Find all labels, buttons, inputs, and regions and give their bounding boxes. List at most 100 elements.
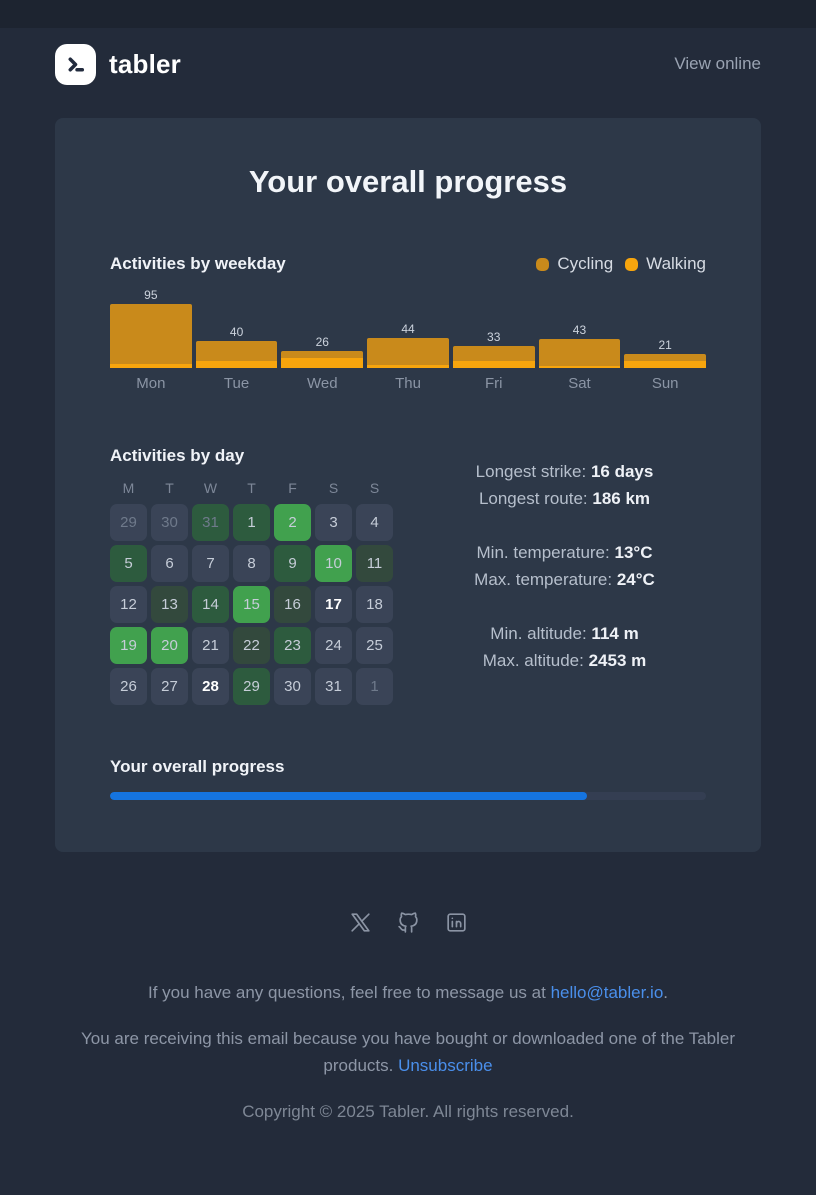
bar-category-label: Sun bbox=[651, 375, 679, 392]
calendar-day-cell: 18 bbox=[356, 586, 393, 623]
progress-title: Your overall progress bbox=[110, 757, 285, 776]
linkedin-icon[interactable] bbox=[444, 910, 469, 935]
unsubscribe-link[interactable]: Unsubscribe bbox=[398, 1056, 493, 1075]
calendar-day-cell: 28 bbox=[192, 668, 229, 705]
email-link[interactable]: hello@tabler.io bbox=[550, 983, 664, 1002]
bar-column-thu: 44 Thu bbox=[367, 284, 449, 392]
calendar-day-cell: 29 bbox=[110, 504, 147, 541]
calendar-day-cell: 21 bbox=[192, 627, 229, 664]
walking-segment bbox=[452, 361, 535, 368]
legend-item-cycling: Cycling bbox=[536, 254, 613, 274]
brand: tabler bbox=[55, 43, 182, 85]
calendar-day-cell: 1 bbox=[356, 668, 393, 705]
bar-column-sat: 43 Sat bbox=[538, 284, 621, 392]
view-online-link[interactable]: View online bbox=[674, 54, 761, 73]
stat-line: Max. altitude: 2453 m bbox=[423, 647, 706, 674]
footer-reason-text: You are receiving this email because you… bbox=[80, 1029, 735, 1075]
stat-value: 13°C bbox=[614, 543, 653, 562]
calendar-day-cell: 23 bbox=[274, 627, 311, 664]
walking-segment bbox=[538, 366, 621, 368]
legend-item-walking: Walking bbox=[625, 254, 706, 274]
calendar-day-cell: 31 bbox=[192, 504, 229, 541]
email-header: tabler View online bbox=[0, 28, 816, 92]
progress-bar-fill bbox=[110, 792, 587, 800]
calendar-grid: 29 30 31 1 2 3 4 5 6 7 8 9 10 11 12 13 14 15 16 17 18 19 20 21 2… bbox=[110, 504, 393, 705]
weekday-letter: F bbox=[288, 480, 297, 496]
stat-line: Longest strike: 16 days bbox=[423, 458, 706, 485]
stat-group: Min. altitude: 114 m Max. altitude: 2453 … bbox=[423, 620, 706, 674]
tabler-logo-icon bbox=[55, 43, 96, 85]
calendar-day-cell: 29 bbox=[233, 668, 270, 705]
stacked-bar bbox=[195, 341, 278, 368]
bar-value-label: 95 bbox=[144, 288, 158, 302]
bar-value-label: 40 bbox=[229, 325, 244, 340]
bar-column-mon: 95 Mon bbox=[110, 284, 192, 392]
footer-questions-line: If you have any questions, feel free to … bbox=[0, 979, 816, 1006]
x-icon[interactable] bbox=[348, 910, 373, 935]
stacked-bar bbox=[281, 350, 364, 368]
bar-value-label: 43 bbox=[572, 323, 587, 337]
bar-column-tue: 40 Tue bbox=[195, 284, 278, 392]
cycling-dot-icon bbox=[536, 257, 550, 271]
calendar-day-cell: 27 bbox=[151, 668, 188, 705]
stat-label: Min. temperature: bbox=[476, 543, 610, 562]
stat-group: Longest strike: 16 days Longest route: 18… bbox=[423, 458, 706, 512]
calendar-day-cell: 9 bbox=[274, 545, 311, 582]
bar-category-label: Mon bbox=[136, 375, 166, 392]
calendar-day-cell: 19 bbox=[110, 627, 147, 664]
bar-column-sun: 21 Sun bbox=[624, 284, 707, 392]
stat-label: Longest route: bbox=[478, 489, 588, 508]
calendar-day-cell: 1 bbox=[233, 504, 270, 541]
calendar-day-cell: 24 bbox=[315, 627, 352, 664]
calendar-day-cell: 13 bbox=[151, 586, 188, 623]
legend-label-cycling: Cycling bbox=[557, 254, 614, 273]
bar-category-label: Wed bbox=[307, 375, 338, 392]
bar-value-label: 33 bbox=[487, 329, 501, 344]
card-title: Your overall progress bbox=[248, 164, 568, 199]
github-icon[interactable] bbox=[396, 910, 421, 935]
overall-progress-section: Your overall progress bbox=[110, 757, 706, 800]
calendar-day-cell: 31 bbox=[315, 668, 352, 705]
copyright-line: Copyright © 2025 Tabler. All rights rese… bbox=[242, 1102, 574, 1121]
progress-bar-track bbox=[110, 792, 706, 800]
stat-value: 114 m bbox=[591, 624, 639, 643]
calendar-day-cell: 30 bbox=[151, 504, 188, 541]
weekday-bar-chart: 95 Mon 40 Tue 26 Wed 44 Thu 33 Fri 43 Sat 21 Sun bbox=[110, 284, 707, 392]
chart-legend: Cycling Walking bbox=[536, 254, 706, 274]
footer-questions-period: . bbox=[663, 983, 669, 1002]
calendar-day-cell: 5 bbox=[110, 545, 147, 582]
weekday-letter: S bbox=[328, 480, 339, 496]
stacked-bar bbox=[110, 304, 192, 368]
stat-value: 16 days bbox=[590, 462, 654, 481]
stat-group: Min. temperature: 13°C Max. temperature: … bbox=[423, 539, 706, 593]
stat-label: Max. altitude: bbox=[482, 651, 584, 670]
weekday-letter: S bbox=[369, 480, 380, 496]
stat-value: 2453 m bbox=[588, 651, 647, 670]
bar-category-label: Thu bbox=[395, 375, 421, 392]
brand-name: tabler bbox=[109, 48, 182, 79]
calendar-day-cell: 8 bbox=[233, 545, 270, 582]
stat-label: Min. altitude: bbox=[490, 624, 587, 643]
walking-segment bbox=[624, 361, 707, 368]
stacked-bar bbox=[624, 353, 707, 368]
weekday-letter: W bbox=[203, 480, 218, 496]
calendar-day-cell: 6 bbox=[151, 545, 188, 582]
calendar-day-cell: 15 bbox=[233, 586, 270, 623]
calendar-day-cell: 26 bbox=[110, 668, 147, 705]
calendar-day-cell: 2 bbox=[274, 504, 311, 541]
legend-label-walking: Walking bbox=[646, 254, 706, 273]
calendar-title: Activities by day bbox=[110, 446, 245, 465]
footer-reason-line: You are receiving this email because you… bbox=[0, 1025, 816, 1079]
bar-column-wed: 26 Wed bbox=[281, 284, 364, 392]
walking-segment bbox=[110, 364, 192, 368]
stat-label: Max. temperature: bbox=[474, 570, 613, 589]
walking-segment bbox=[281, 357, 364, 368]
weekday-letter: T bbox=[247, 480, 256, 496]
bar-value-label: 21 bbox=[658, 337, 672, 352]
walking-dot-icon bbox=[625, 257, 639, 271]
stat-line: Min. temperature: 13°C bbox=[423, 539, 706, 566]
stacked-bar bbox=[367, 338, 449, 368]
stacked-bar bbox=[538, 339, 621, 368]
stat-line: Longest route: 186 km bbox=[423, 485, 706, 512]
